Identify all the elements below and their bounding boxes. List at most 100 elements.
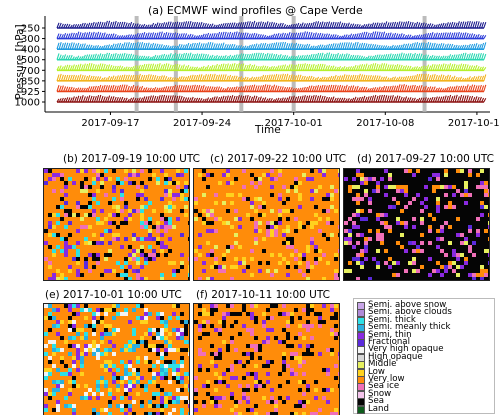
map-pixel bbox=[218, 229, 222, 233]
map-pixel bbox=[218, 241, 222, 245]
map-pixel bbox=[420, 237, 424, 241]
map-pixel bbox=[112, 181, 116, 185]
map-pixel bbox=[396, 217, 400, 221]
map-pixel bbox=[222, 269, 226, 273]
map-pixel bbox=[152, 380, 156, 384]
map-pixel bbox=[310, 237, 314, 241]
map-pixel bbox=[194, 257, 198, 261]
x-tick-label: 2017-09-24 bbox=[173, 118, 231, 129]
map-pixel bbox=[234, 308, 238, 312]
map-pixel bbox=[172, 237, 176, 241]
map-pixel bbox=[116, 380, 120, 384]
map-pixel bbox=[282, 189, 286, 193]
map-pixel bbox=[420, 253, 424, 257]
map-pixel bbox=[444, 193, 448, 197]
map-pixel bbox=[156, 316, 160, 320]
map-pixel bbox=[68, 352, 72, 356]
map-pixel bbox=[326, 336, 330, 340]
map-pixel bbox=[488, 189, 489, 193]
map-pixel bbox=[144, 197, 148, 201]
map-pixel bbox=[188, 257, 189, 261]
map-pixel bbox=[136, 209, 140, 213]
map-pixel bbox=[144, 221, 148, 225]
map-pixel bbox=[116, 368, 120, 372]
map-pixel bbox=[56, 213, 60, 217]
map-pixel bbox=[396, 273, 400, 277]
map-pixel bbox=[194, 372, 198, 376]
map-pixel bbox=[176, 404, 180, 408]
map-pixel bbox=[306, 173, 310, 177]
map-pixel bbox=[92, 233, 96, 237]
map-pixel bbox=[76, 213, 80, 217]
map-pixel bbox=[302, 400, 306, 404]
map-pixel bbox=[396, 185, 400, 189]
map-pixel bbox=[108, 185, 112, 189]
y-tick-label: 700 bbox=[21, 66, 40, 77]
map-pixel bbox=[250, 173, 254, 177]
map-pixel bbox=[326, 400, 330, 404]
map-pixel bbox=[234, 257, 238, 261]
map-pixel bbox=[144, 181, 148, 185]
map-pixel bbox=[480, 277, 484, 280]
map-pixel bbox=[120, 352, 124, 356]
map-pixel bbox=[202, 392, 206, 396]
map-pixel bbox=[322, 169, 326, 173]
map-pixel bbox=[120, 404, 124, 408]
map-pixel bbox=[202, 245, 206, 249]
map-pixel bbox=[156, 308, 160, 312]
map-pixel bbox=[112, 209, 116, 213]
map-pixel bbox=[176, 181, 180, 185]
map-pixel bbox=[234, 269, 238, 273]
map-pixel bbox=[306, 269, 310, 273]
map-pixel bbox=[176, 372, 180, 376]
map-pixel bbox=[202, 364, 206, 368]
map-pixel bbox=[180, 304, 184, 308]
map-pixel bbox=[112, 400, 116, 404]
map-pixel bbox=[202, 304, 206, 308]
map-pixel bbox=[476, 233, 480, 237]
map-pixel bbox=[266, 265, 270, 269]
map-pixel bbox=[72, 312, 76, 316]
map-pixel bbox=[314, 257, 318, 261]
map-pixel bbox=[132, 384, 136, 388]
map-pixel bbox=[448, 189, 452, 193]
map-pixel bbox=[152, 352, 156, 356]
map-pixel bbox=[198, 328, 202, 332]
map-pixel bbox=[468, 189, 472, 193]
map-pixel bbox=[376, 245, 380, 249]
map-pixel bbox=[48, 181, 52, 185]
map-pixel bbox=[468, 181, 472, 185]
map-pixel bbox=[436, 213, 440, 217]
map-pixel bbox=[290, 368, 294, 372]
map-pixel bbox=[416, 269, 420, 273]
map-pixel bbox=[72, 384, 76, 388]
map-pixel bbox=[436, 265, 440, 269]
map-pixel bbox=[144, 384, 148, 388]
map-pixel bbox=[202, 308, 206, 312]
cloud-map-e bbox=[43, 303, 190, 415]
map-pixel bbox=[194, 277, 198, 280]
map-pixel bbox=[364, 245, 368, 249]
map-pixel bbox=[80, 336, 84, 340]
map-pixel bbox=[152, 245, 156, 249]
map-pixel bbox=[282, 312, 286, 316]
map-pixel bbox=[96, 320, 100, 324]
map-pixel bbox=[132, 209, 136, 213]
map-pixel bbox=[116, 312, 120, 316]
map-pixel bbox=[476, 273, 480, 277]
map-pixel bbox=[96, 404, 100, 408]
map-pixel bbox=[152, 237, 156, 241]
map-pixel bbox=[206, 332, 210, 336]
map-pixel bbox=[298, 316, 302, 320]
map-pixel bbox=[286, 352, 290, 356]
map-pixel bbox=[302, 225, 306, 229]
map-pixel bbox=[234, 344, 238, 348]
map-pixel bbox=[180, 328, 184, 332]
map-pixel bbox=[210, 396, 214, 400]
map-pixel bbox=[48, 257, 52, 261]
map-pixel bbox=[124, 277, 128, 280]
map-pixel bbox=[76, 352, 80, 356]
map-pixel bbox=[104, 308, 108, 312]
map-pixel bbox=[188, 229, 189, 233]
map-pixel bbox=[234, 229, 238, 233]
